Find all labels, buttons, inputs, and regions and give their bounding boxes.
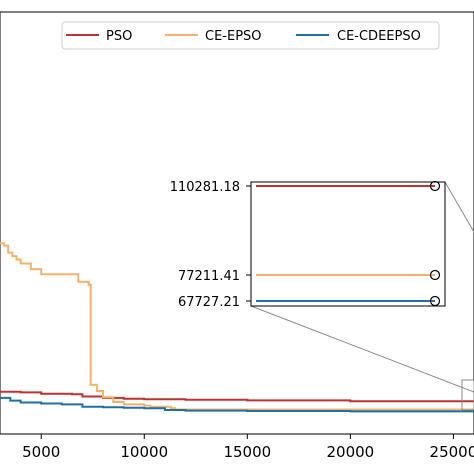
inset-ylabel-1: 110281.18	[170, 180, 240, 195]
legend-label-pso: PSO	[106, 29, 132, 44]
x-tick-label-25000: 25000	[430, 443, 474, 461]
x-tick-label-15000: 15000	[223, 443, 271, 461]
inset-marker-ce-cdeepso	[429, 295, 441, 307]
series-layer	[0, 242, 474, 413]
series-line-ce-epso	[0, 242, 474, 411]
inset-frame	[250, 181, 446, 307]
x-tick-label-20000: 20000	[326, 443, 374, 461]
series-line-ce-cdeepso	[0, 396, 474, 413]
plot-frame	[0, 11, 474, 435]
inset-ylabel-2: 77211.41	[178, 269, 240, 284]
zoom-connector-bottom	[250, 305, 474, 393]
series-line-pso	[0, 390, 474, 403]
legend: PSO CE-EPSO CE-CDEEPSO	[61, 21, 440, 50]
inset-marker-ce-epso	[429, 269, 441, 281]
zoom-connector-top	[444, 181, 474, 233]
legend-label-ce-cdeepso: CE-CDEEPSO	[337, 29, 421, 44]
inset-marker-pso	[429, 180, 441, 192]
inset-ylabel-3: 67727.21	[178, 295, 240, 310]
legend-box	[61, 21, 440, 50]
x-tick-label-5000: 5000	[22, 443, 60, 461]
legend-label-ce-epso: CE-EPSO	[205, 29, 262, 44]
zoom-region-marker	[461, 379, 474, 411]
x-tick-label-10000: 10000	[120, 443, 168, 461]
x-axis-ticks: 5000 10000 15000 20000 25000	[22, 434, 474, 461]
inset-zoom: 110281.18 77211.41 67727.21	[170, 180, 446, 310]
